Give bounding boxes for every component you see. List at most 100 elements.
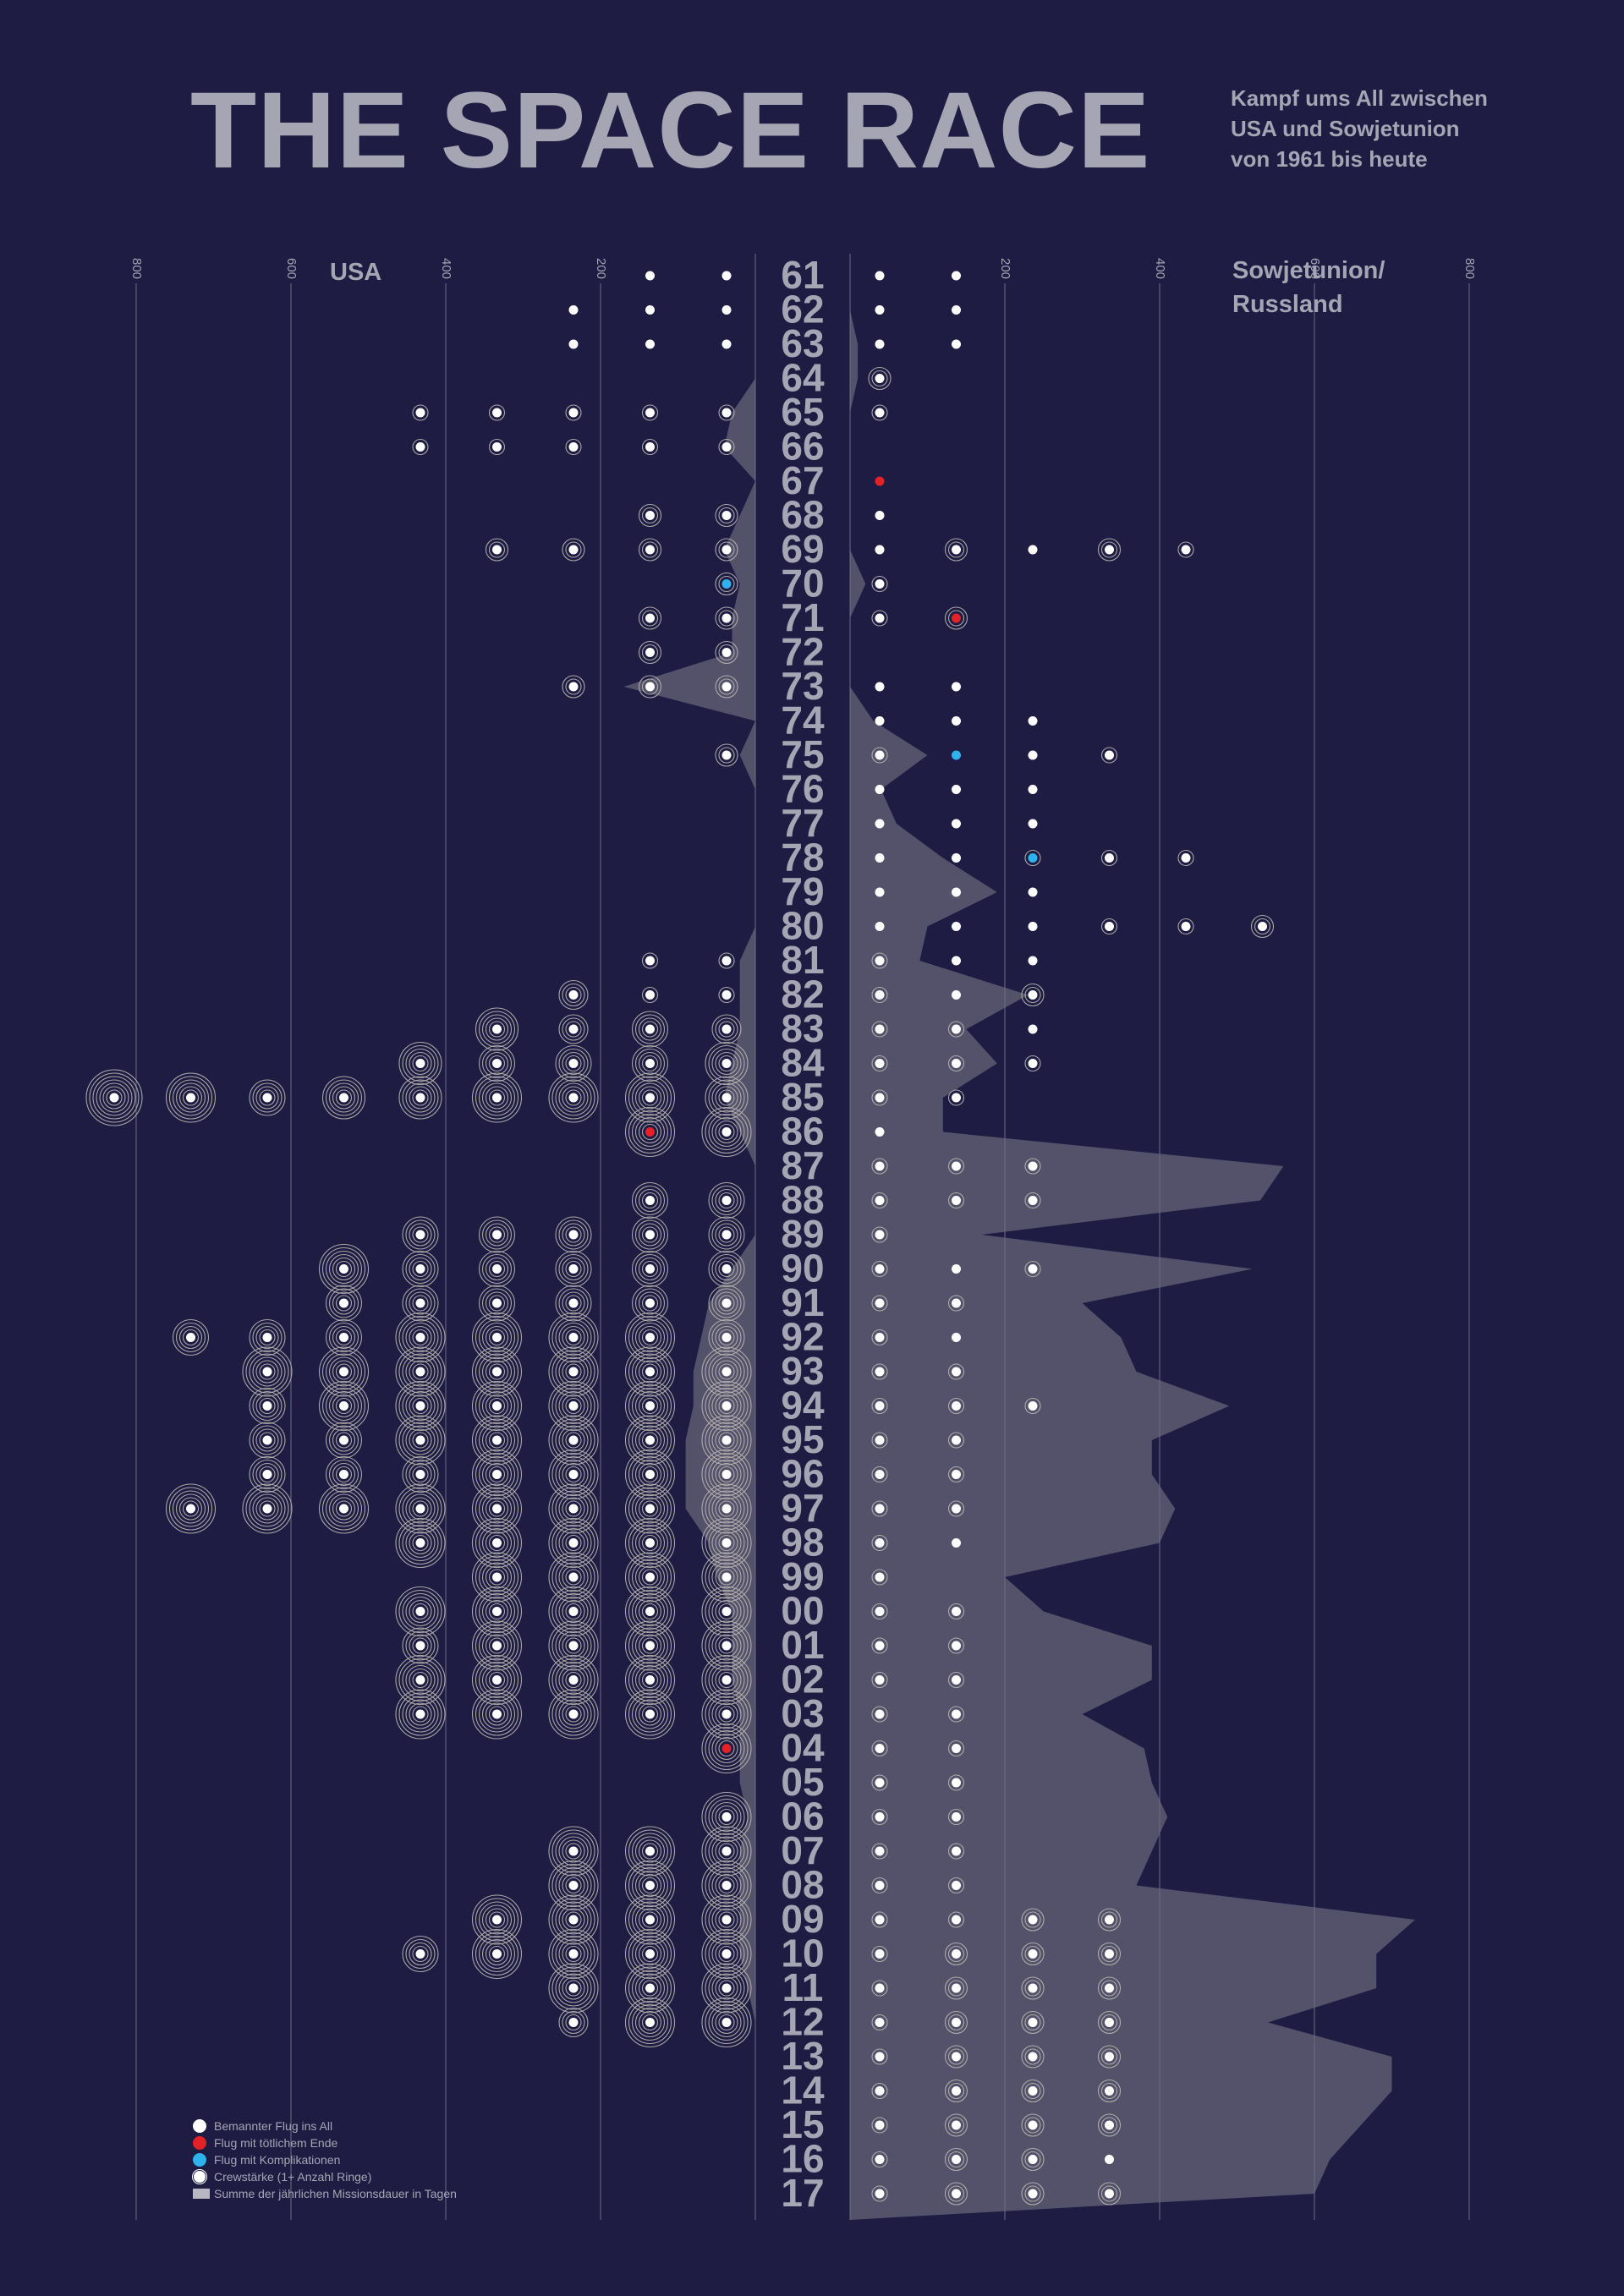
usa-crew-ring xyxy=(631,1490,669,1527)
usa-crew-ring xyxy=(478,1935,516,1973)
usa-crew-ring xyxy=(711,1904,742,1935)
usa-crew-ring xyxy=(175,1322,206,1353)
usa-crew-ring xyxy=(705,1726,749,1771)
usa-crew-ring xyxy=(638,1839,662,1863)
usa-crew-ring xyxy=(412,1089,429,1106)
usa-crew-ring xyxy=(478,1627,516,1664)
russia-flight-dot-81 xyxy=(952,956,961,966)
usa-crew-ring xyxy=(405,1596,436,1627)
usa-crew-ring xyxy=(705,1110,749,1154)
usa-crew-ring xyxy=(485,1360,509,1384)
usa-crew-ring xyxy=(718,747,735,764)
russia-flight-dot-01 xyxy=(952,1641,961,1651)
usa-flight-dot-04 xyxy=(721,1744,732,1753)
usa-flight-dot-85 xyxy=(109,1093,119,1103)
usa-crew-ring xyxy=(705,1452,749,1497)
russia-crew-ring xyxy=(1097,2010,1122,2035)
usa-crew-ring xyxy=(478,1696,516,1733)
russia-flight-dot-90 xyxy=(1028,1264,1038,1274)
usa-crew-ring xyxy=(638,1497,662,1521)
usa-crew-ring xyxy=(701,1106,752,1158)
russia-flight-dot-97 xyxy=(952,1504,961,1514)
usa-crew-ring xyxy=(405,1527,436,1559)
russia-flight-dot-98 xyxy=(952,1538,961,1548)
usa-crew-ring xyxy=(412,1329,429,1346)
usa-flight-dot-10 xyxy=(721,1949,732,1959)
year-label-62: 62 xyxy=(781,288,824,332)
usa-crew-ring xyxy=(172,1079,210,1116)
russia-flight-dot-10 xyxy=(875,1949,885,1959)
year-label-66: 66 xyxy=(781,425,824,469)
usa-crew-ring xyxy=(555,1387,592,1425)
usa-crew-ring xyxy=(182,1329,200,1346)
usa-crew-ring xyxy=(471,1689,523,1740)
usa-crew-ring xyxy=(641,1329,659,1346)
russia-flight-dot-10 xyxy=(1028,1949,1038,1959)
year-label-05: 05 xyxy=(781,1760,824,1804)
russia-crew-ring xyxy=(1021,1942,1045,1966)
usa-crew-ring xyxy=(634,1253,666,1285)
usa-crew-ring xyxy=(328,1493,359,1524)
usa-crew-ring xyxy=(711,1219,742,1250)
usa-flight-dot-89 xyxy=(415,1230,425,1240)
usa-crew-ring xyxy=(488,1945,506,1963)
usa-crew-ring xyxy=(641,1021,659,1038)
usa-crew-ring xyxy=(481,1048,513,1079)
usa-crew-ring xyxy=(708,1661,745,1699)
russia-flight-dot-61 xyxy=(875,271,885,281)
year-label-72: 72 xyxy=(781,630,824,674)
russia-crew-ring xyxy=(871,1226,888,1243)
russia-crew-ring xyxy=(1021,1976,1045,2000)
usa-crew-ring xyxy=(708,1044,745,1082)
usa-flight-dot-93 xyxy=(262,1367,272,1377)
year-label-04: 04 xyxy=(781,1726,825,1770)
usa-flight-dot-95 xyxy=(645,1435,655,1445)
usa-crew-ring xyxy=(548,1826,599,1877)
russia-flight-dot-09 xyxy=(875,1915,885,1925)
usa-crew-ring xyxy=(478,1044,516,1082)
russia-crew-ring xyxy=(1024,849,1041,867)
usa-flight-dot-69 xyxy=(568,545,579,555)
usa-crew-ring xyxy=(471,1072,523,1123)
russia-crew-ring xyxy=(871,610,888,627)
usa-crew-ring xyxy=(255,1325,279,1350)
usa-crew-ring xyxy=(481,1082,513,1113)
year-label-01: 01 xyxy=(781,1623,824,1667)
russia-flight-dot-87 xyxy=(1028,1161,1038,1171)
usa-crew-ring xyxy=(485,1086,509,1110)
usa-crew-ring xyxy=(471,1586,523,1637)
usa-crew-ring xyxy=(395,1517,446,1569)
usa-crew-ring xyxy=(555,1661,592,1699)
usa-flight-dot-11 xyxy=(721,1983,732,1993)
usa-flight-dot-61 xyxy=(645,271,655,281)
usa-crew-ring xyxy=(558,1870,589,1901)
usa-flight-dot-94 xyxy=(492,1401,502,1411)
russia-crew-ring xyxy=(1097,1942,1122,1966)
usa-crew-ring xyxy=(558,1973,589,2003)
usa-flight-dot-11 xyxy=(568,1983,579,1993)
usa-crew-ring xyxy=(409,1428,432,1452)
year-label-83: 83 xyxy=(781,1006,824,1050)
usa-crew-ring xyxy=(558,1014,589,1044)
usa-flight-dot-99 xyxy=(721,1572,732,1582)
usa-crew-ring xyxy=(715,743,738,767)
usa-crew-ring xyxy=(551,1966,595,2010)
legend-item-duration: Summe der jährlichen Missionsdauer in Ta… xyxy=(193,2185,457,2202)
usa-crew-ring xyxy=(715,1908,738,1932)
russia-crew-ring xyxy=(947,1945,965,1963)
usa-crew-ring xyxy=(718,1603,735,1620)
usa-flight-dot-83 xyxy=(721,1024,732,1034)
usa-crew-ring xyxy=(558,1938,589,1970)
usa-flight-dot-02 xyxy=(645,1675,655,1685)
russia-crew-ring xyxy=(871,1569,888,1586)
usa-flight-dot-09 xyxy=(721,1915,732,1925)
usa-crew-ring xyxy=(715,1120,738,1144)
russia-flight-dot-09 xyxy=(1105,1915,1114,1925)
year-label-64: 64 xyxy=(781,356,825,400)
usa-crew-ring xyxy=(178,1497,203,1521)
usa-crew-ring xyxy=(624,1380,676,1432)
usa-crew-ring xyxy=(259,1089,276,1106)
russia-flight-dot-08 xyxy=(952,1881,961,1890)
usa-crew-ring xyxy=(711,1836,742,1866)
usa-crew-ring xyxy=(638,1051,662,1076)
